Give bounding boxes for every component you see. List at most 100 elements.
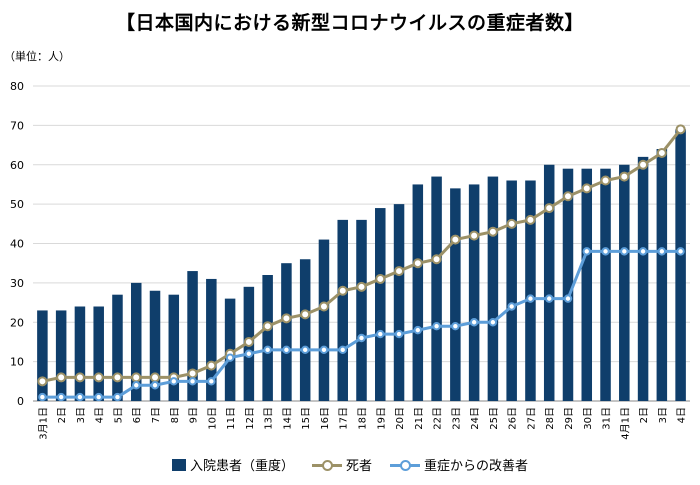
- x-tick-label: 6日: [132, 407, 143, 423]
- recovered-point: [282, 345, 291, 355]
- x-tick-label: 30日: [583, 407, 594, 430]
- recovered-point: [56, 392, 66, 402]
- deaths-point: [581, 183, 592, 194]
- recovered-point: [545, 294, 554, 303]
- x-tick-label: 20日: [395, 407, 406, 430]
- y-tick-label: 10: [10, 356, 24, 369]
- chart-title: 【日本国内における新型コロナウイルスの重症者数】: [115, 12, 584, 34]
- recovered-point: [451, 321, 460, 331]
- x-tick-label: 8日: [170, 407, 181, 423]
- recovered-point: [207, 377, 216, 386]
- recovered-point: [469, 318, 479, 327]
- recovered-point: [113, 392, 122, 402]
- y-tick-label: 40: [10, 238, 24, 251]
- deaths-point: [619, 171, 630, 182]
- x-tick-label: 27日: [526, 407, 537, 430]
- legend-label-recovered: 重症からの改善者: [424, 459, 529, 474]
- y-tick-label: 60: [10, 159, 24, 172]
- deaths-point: [412, 258, 423, 269]
- x-tick-label: 21日: [414, 407, 425, 430]
- x-tick-label: 5日: [113, 407, 124, 423]
- x-tick-label: 28日: [545, 407, 556, 430]
- recovered-point: [601, 247, 610, 256]
- x-tick-label: 3月1日: [37, 407, 49, 440]
- x-tick-label: 4日: [677, 407, 688, 423]
- axis-layer: 0 10 20 30 40 50 60 70 80 3月1日 2日 3日 4日 5日 6日 7日 8日 9日 10日…: [10, 80, 688, 440]
- deaths-point: [243, 336, 254, 347]
- recovered-point: [526, 294, 535, 303]
- x-tick-label: 19日: [376, 407, 387, 430]
- bar: [543, 164, 555, 401]
- x-tick-label: 3日: [76, 407, 87, 423]
- recovered-point: [169, 377, 178, 386]
- x-tick-label: 26日: [508, 407, 519, 430]
- recovered-point: [657, 247, 667, 256]
- bar: [619, 164, 630, 401]
- bar: [130, 282, 142, 401]
- x-tick-label: 31日: [602, 407, 613, 430]
- recovered-point: [132, 381, 141, 390]
- bar: [506, 180, 517, 401]
- x-tick-label: 4日: [95, 407, 106, 423]
- x-tick-label: 16日: [320, 407, 331, 430]
- x-tick-label: 24日: [470, 407, 481, 430]
- deaths-point: [525, 214, 536, 225]
- bar: [600, 168, 611, 401]
- bar: [149, 290, 161, 401]
- bar: [412, 184, 424, 401]
- recovered-point: [150, 381, 160, 390]
- x-tick-label: 2日: [639, 407, 650, 423]
- bar-layer: [37, 129, 686, 401]
- y-tick-label: 20: [10, 316, 24, 329]
- recovered-point: [582, 247, 591, 256]
- legend-swatch-bar: [171, 458, 186, 471]
- recovered-point: [319, 345, 329, 355]
- recovered-point: [357, 333, 366, 343]
- x-tick-label: 4月1日: [619, 407, 631, 440]
- recovered-point: [638, 247, 648, 256]
- x-tick-label: 11日: [226, 407, 237, 430]
- x-tick-label: 10日: [207, 407, 218, 430]
- bar: [431, 176, 442, 401]
- legend-label-deaths: 死者: [345, 459, 372, 474]
- legend-item-deaths: 死者: [311, 455, 372, 474]
- bar: [637, 156, 649, 401]
- bar: [450, 188, 461, 401]
- recovered-point: [394, 329, 404, 339]
- bar: [55, 310, 67, 401]
- bar: [112, 294, 123, 401]
- bar: [375, 208, 386, 401]
- bar: [299, 259, 311, 401]
- deaths-point: [356, 281, 367, 292]
- bar: [393, 204, 405, 401]
- y-tick-label: 50: [10, 198, 24, 211]
- deaths-point: [506, 218, 517, 229]
- bar: [675, 129, 686, 401]
- recovered-point: [563, 294, 573, 303]
- deaths-point: [318, 301, 329, 312]
- y-tick-label: 80: [10, 80, 24, 93]
- deaths-point: [74, 372, 85, 383]
- deaths-point: [131, 372, 142, 383]
- recovered-point: [488, 318, 498, 327]
- bar: [562, 168, 574, 401]
- deaths-point: [37, 376, 48, 387]
- bar: [581, 168, 593, 401]
- bar: [356, 219, 367, 401]
- x-tick-label: 23日: [451, 407, 462, 430]
- deaths-point: [487, 226, 498, 237]
- recovered-point: [75, 392, 85, 402]
- bar: [93, 306, 104, 401]
- x-tick-label: 14日: [282, 407, 293, 430]
- deaths-point: [431, 254, 442, 265]
- bar: [487, 176, 499, 401]
- x-tick-label: 29日: [564, 407, 575, 430]
- deaths-point: [544, 203, 555, 214]
- bar: [262, 275, 273, 401]
- x-tick-label: 25日: [489, 407, 500, 430]
- deaths-point: [187, 368, 198, 379]
- deaths-point: [375, 273, 386, 284]
- deaths-point: [56, 372, 67, 383]
- recovered-point: [676, 247, 685, 256]
- recovered-point: [376, 329, 385, 339]
